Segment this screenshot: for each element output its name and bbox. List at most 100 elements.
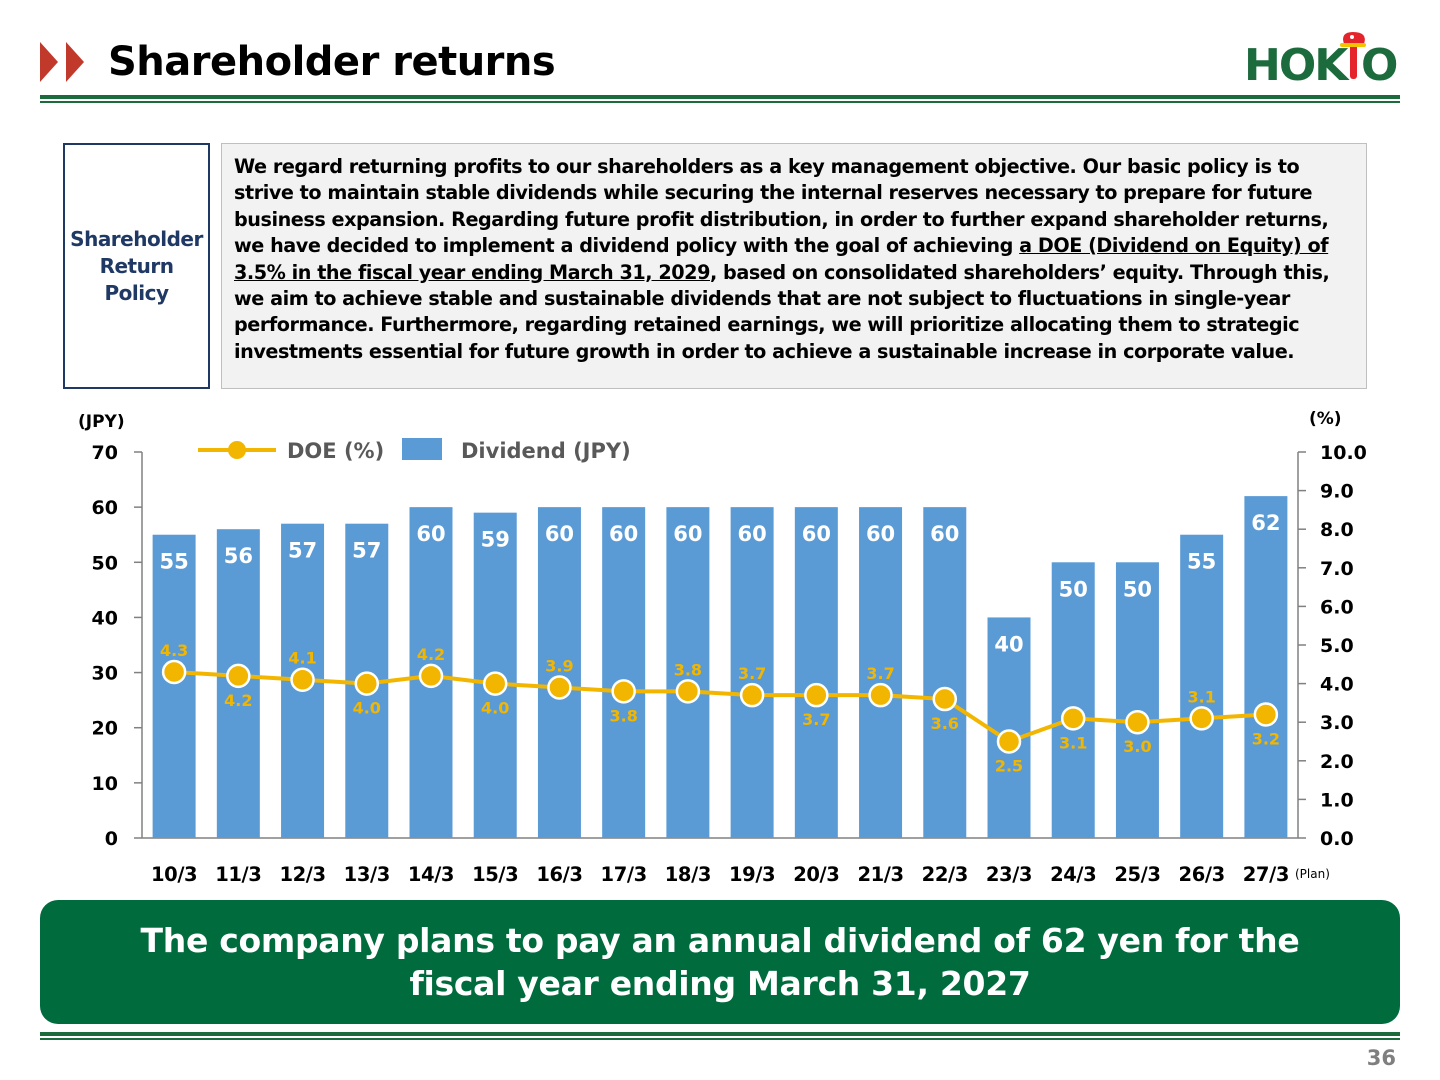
doe-point [354,671,380,696]
dividend-bar-label: 60 [416,522,445,546]
doe-label: 3.0 [1123,737,1151,756]
x-tick-label: 22/3 [922,863,968,886]
svg-text:O: O [1361,40,1398,86]
doe-label: 3.7 [738,664,766,683]
dividend-bars: 55 56 57 57 60 59 60 60 60 60 60 60 60 40 50 50 55 62 [152,496,1288,838]
y-right-tick-label: 8.0 [1320,519,1354,541]
dividend-bar [859,507,903,838]
header-rule-thin [40,101,1400,103]
y-left-tick-label: 50 [92,552,118,574]
dividend-bar [1051,562,1095,838]
chart-axes: (JPY) (%) 0 10 20 30 40 50 60 70 0.0 1.0 2.0 3.0 4.0 5.… [78,409,1367,886]
x-tick-label: 10/3 [151,863,197,886]
dividend-bar-label: 50 [1123,577,1152,601]
doe-point [611,679,636,704]
doe-label: 2.5 [995,757,1023,776]
doe-label: 3.6 [931,714,959,733]
doe-point [161,659,187,685]
y-left-axis-label: (JPY) [78,412,125,432]
dividend-bar [1180,534,1224,838]
dividend-bar-label: 59 [481,528,510,552]
policy-text-intro: We regard returning profits to our share… [234,155,1329,258]
dividend-bar-label: 56 [224,544,253,568]
y-right-tick-label: 7.0 [1320,558,1354,580]
y-right-tick-label: 1.0 [1320,789,1354,811]
dividend-bar-label: 50 [1059,577,1088,601]
doe-point [226,663,251,689]
footer-rule [40,1032,1400,1036]
dividend-bar-label: 57 [352,539,381,563]
x-tick-label: 26/3 [1179,863,1225,886]
doe-label: 4.0 [353,699,381,718]
y-left-tick-label: 40 [92,607,118,629]
dividend-bar-label: 60 [866,522,895,546]
policy-text: We regard returning profits to our share… [221,143,1367,389]
doe-point [1125,709,1150,735]
page-number: 36 [1366,1046,1396,1070]
y-right-tick-label: 4.0 [1320,674,1354,696]
x-tick-label: 12/3 [279,863,325,886]
policy-label-box: Shareholder Return Policy [63,143,210,389]
dividend-bar [794,507,838,838]
doe-point [482,671,508,696]
x-tick-label: 25/3 [1114,863,1160,886]
legend-dividend-swatch [402,438,442,460]
x-tick-label: 21/3 [857,863,903,886]
doe-point [868,682,893,708]
doe-point [290,667,315,692]
x-tick-label: 24/3 [1050,863,1096,886]
title-arrows-icon [40,42,84,82]
dividend-bar [730,507,774,838]
doe-label: 3.1 [1059,733,1087,752]
dividend-bar [537,507,581,838]
summary-banner: The company plans to pay an annual divid… [40,900,1400,1024]
dividend-bar-label: 40 [994,632,1023,656]
dividend-bar [923,507,967,838]
x-tick-label: 16/3 [536,863,582,886]
x-tick-plan-note: (Plan) [1295,867,1330,881]
dividend-bar [1115,562,1159,838]
dividend-bar [1244,496,1288,838]
doe-label: 3.2 [1252,729,1280,748]
doe-line-series: 4.3 4.2 4.1 4.0 4.2 4.0 3.9 3.8 3.8 3.7 3.7 3.7 3.6 2… [160,641,1280,775]
x-tick-label: 20/3 [793,863,839,886]
y-left-tick-label: 30 [92,663,118,685]
legend-doe-marker [228,441,246,459]
doe-point [1253,702,1279,727]
x-tick-label: 11/3 [215,863,261,886]
dividend-bar-label: 55 [159,550,188,574]
y-right-tick-label: 6.0 [1320,596,1354,618]
dividend-bar-label: 60 [673,522,702,546]
dividend-bar-label: 62 [1251,511,1280,535]
doe-label: 4.3 [160,641,188,660]
y-right-tick-label: 3.0 [1320,712,1354,734]
doe-line [173,670,1267,744]
y-left-tick-label: 20 [92,718,118,740]
doe-label: 4.0 [481,699,509,718]
doe-label: 3.8 [674,660,702,679]
dividend-bar-label: 57 [288,539,317,563]
header-rule [40,95,1400,99]
x-tick-label: 27/3 [1243,863,1289,886]
doe-label: 4.1 [288,649,316,668]
svg-text:HOK: HOK [1244,40,1350,86]
x-tick-label: 23/3 [986,863,1032,886]
x-tick-label: 17/3 [601,863,647,886]
dividend-bar [152,534,196,838]
x-tick-label: 19/3 [729,863,775,886]
x-tick-label: 18/3 [665,863,711,886]
chart-legend: DOE (%) Dividend (JPY) [198,438,631,463]
dividend-bar-label: 60 [737,522,766,546]
policy-text-rest: , based on consolidated shareholders’ eq… [234,260,1330,363]
doe-label: 4.2 [417,645,445,664]
page-title: Shareholder returns [108,39,556,85]
x-tick-label: 14/3 [408,863,454,886]
dividend-bar [987,617,1031,838]
doe-point [1189,706,1214,731]
doe-point [675,679,701,704]
doe-point [804,682,829,708]
doe-point [547,675,572,700]
y-right-axis-label: (%) [1309,409,1342,429]
y-right-tick-label: 9.0 [1320,481,1354,503]
x-tick-label: 15/3 [472,863,518,886]
